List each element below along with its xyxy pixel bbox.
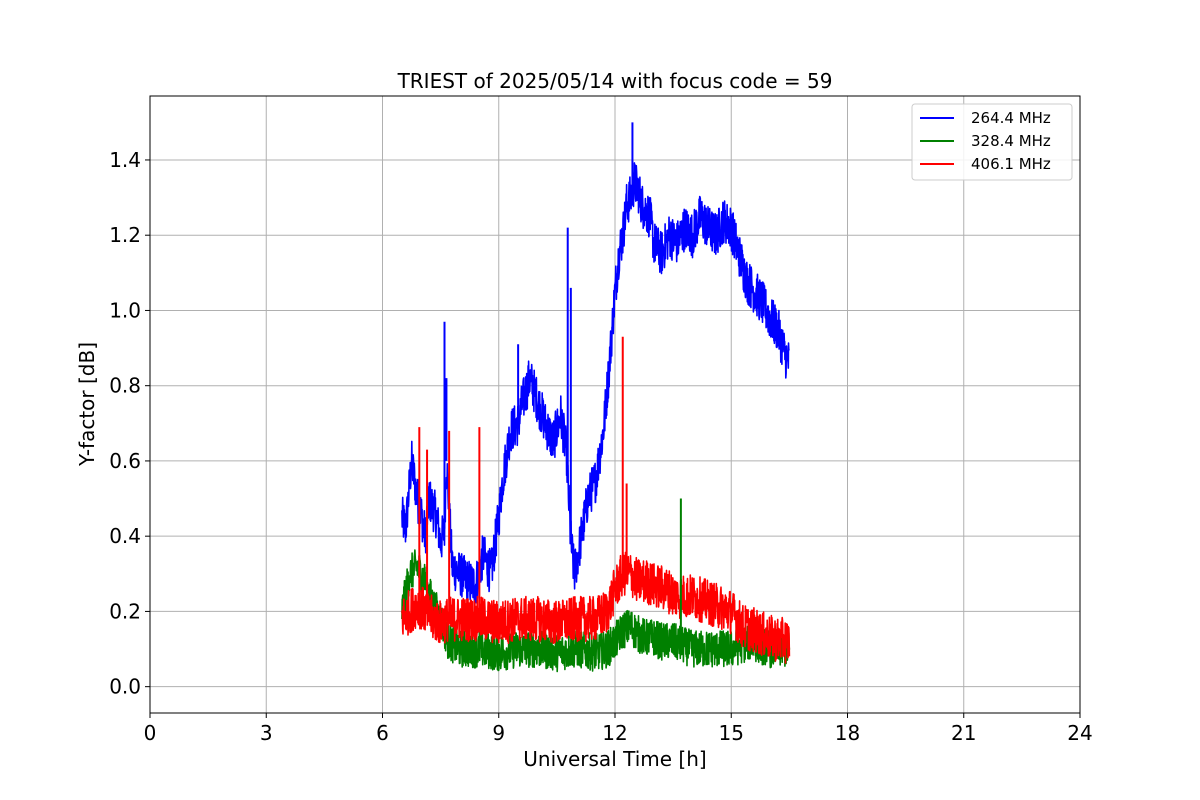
legend-label: 264.4 MHz [971, 109, 1051, 127]
x-axis-label: Universal Time [h] [523, 747, 706, 771]
x-tick-label: 15 [719, 721, 744, 745]
x-tick-label: 0 [144, 721, 157, 745]
y-tick-label: 0.4 [109, 524, 141, 548]
grid [149, 96, 1081, 713]
y-tick-label: 1.4 [109, 148, 141, 172]
x-tick-label: 21 [951, 721, 976, 745]
x-tick-label: 6 [376, 721, 389, 745]
x-tick-label: 12 [602, 721, 627, 745]
y-tick-label: 0.2 [109, 599, 141, 623]
x-tick-label: 9 [492, 721, 505, 745]
legend-label: 328.4 MHz [971, 132, 1051, 150]
x-tick-label: 3 [260, 721, 273, 745]
legend-box [911, 103, 1073, 181]
y-tick-label: 0.6 [109, 449, 141, 473]
y-axis-label: Y-factor [dB] [75, 342, 99, 467]
x-tick-label: 18 [835, 721, 860, 745]
y-tick-label: 0.0 [109, 675, 141, 699]
legend: 264.4 MHz 328.4 MHz 406.1 MHz [911, 103, 1073, 181]
legend-label: 406.1 MHz [971, 155, 1051, 173]
chart-title: TRIEST of 2025/05/14 with focus code = 5… [397, 69, 833, 93]
axis-ticks: 0 3 6 9 12 15 18 21 24 0.0 0.2 0.4 0.6 0.8 1.0 1.2 1.4 [109, 148, 1093, 745]
series-layer [401, 122, 791, 673]
y-tick-label: 1.2 [109, 223, 141, 247]
y-tick-label: 1.0 [109, 298, 141, 322]
series-line-264-4-mhz [401, 162, 790, 605]
y-tick-label: 0.8 [109, 374, 141, 398]
series-line-406-1-mhz [401, 551, 791, 664]
x-tick-label: 24 [1067, 721, 1092, 745]
